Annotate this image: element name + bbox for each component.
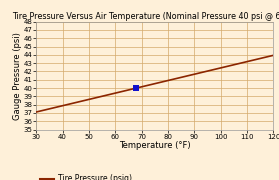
Title: Tire Pressure Versus Air Temperature (Nominal Pressure 40 psi @ 68°F): Tire Pressure Versus Air Temperature (No… [12, 12, 279, 21]
Point [134, 87, 139, 89]
Y-axis label: Gauge Pressure (psi): Gauge Pressure (psi) [13, 32, 22, 120]
Legend: Tire Pressure (psig), Nominal Tire Pressure (psig): Tire Pressure (psig), Nominal Tire Press… [40, 174, 166, 180]
X-axis label: Temperature (°F): Temperature (°F) [119, 141, 191, 150]
